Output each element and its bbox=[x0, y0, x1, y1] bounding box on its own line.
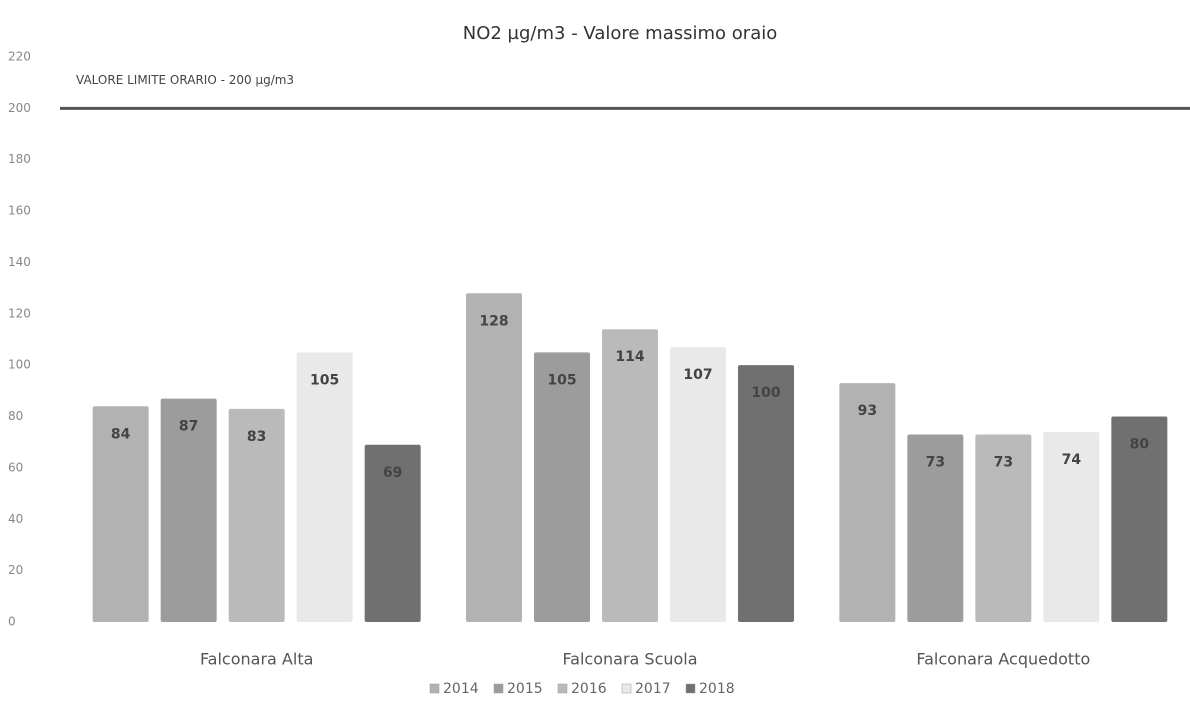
x-tick-label: Falconara Acquedotto bbox=[916, 650, 1090, 669]
y-tick-label: 180 bbox=[8, 152, 31, 166]
y-tick-label: 140 bbox=[8, 255, 31, 269]
chart-title: NO2 µg/m3 - Valore massimo oraio bbox=[463, 23, 777, 44]
data-label: 73 bbox=[994, 455, 1013, 471]
bar bbox=[839, 383, 896, 622]
y-tick-label: 160 bbox=[8, 204, 31, 218]
y-tick-label: 0 bbox=[8, 615, 16, 629]
legend-swatch bbox=[621, 683, 632, 694]
legend-swatch bbox=[557, 683, 568, 694]
data-label: 114 bbox=[615, 349, 644, 365]
data-label: 83 bbox=[247, 429, 266, 445]
x-tick-label: Falconara Alta bbox=[200, 650, 313, 669]
bar bbox=[92, 406, 149, 622]
y-tick-label: 40 bbox=[8, 512, 23, 526]
y-tick-label: 220 bbox=[8, 50, 31, 64]
data-label: 74 bbox=[1062, 452, 1082, 468]
data-label: 73 bbox=[926, 455, 945, 471]
y-tick-label: 20 bbox=[8, 563, 23, 577]
legend-label: 2014 bbox=[443, 681, 479, 697]
bar bbox=[1111, 416, 1168, 622]
y-tick-label: 120 bbox=[8, 306, 31, 320]
bar bbox=[738, 365, 794, 622]
data-label: 105 bbox=[310, 372, 339, 388]
data-label: 69 bbox=[383, 465, 402, 481]
bar bbox=[228, 408, 285, 622]
bar bbox=[160, 398, 217, 622]
data-label: 84 bbox=[111, 426, 131, 442]
bar bbox=[466, 293, 522, 622]
data-label: 87 bbox=[179, 419, 198, 435]
y-tick-label: 200 bbox=[8, 101, 31, 115]
data-label: 100 bbox=[751, 385, 780, 401]
bar bbox=[364, 444, 421, 622]
bar bbox=[602, 329, 658, 622]
y-tick-label: 60 bbox=[8, 460, 23, 474]
data-label: 107 bbox=[683, 367, 712, 383]
bar bbox=[534, 352, 590, 622]
limit-label: VALORE LIMITE ORARIO - 200 µg/m3 bbox=[76, 73, 294, 87]
data-label: 80 bbox=[1130, 437, 1150, 453]
bar bbox=[907, 434, 964, 622]
bar bbox=[670, 347, 726, 622]
data-label: 93 bbox=[858, 403, 877, 419]
y-tick-label: 100 bbox=[8, 358, 31, 372]
legend-swatch bbox=[685, 683, 696, 694]
legend-label: 2018 bbox=[699, 681, 735, 697]
bar bbox=[1043, 431, 1100, 622]
legend-label: 2016 bbox=[571, 681, 607, 697]
x-tick-label: Falconara Scuola bbox=[562, 650, 697, 669]
legend-swatch bbox=[493, 683, 504, 694]
bar bbox=[296, 352, 353, 622]
legend-swatch bbox=[429, 683, 440, 694]
data-label: 128 bbox=[479, 313, 508, 329]
legend-label: 2015 bbox=[507, 681, 543, 697]
data-label: 105 bbox=[547, 372, 576, 388]
legend-label: 2017 bbox=[635, 681, 671, 697]
y-tick-label: 80 bbox=[8, 409, 23, 423]
bar bbox=[975, 434, 1032, 622]
